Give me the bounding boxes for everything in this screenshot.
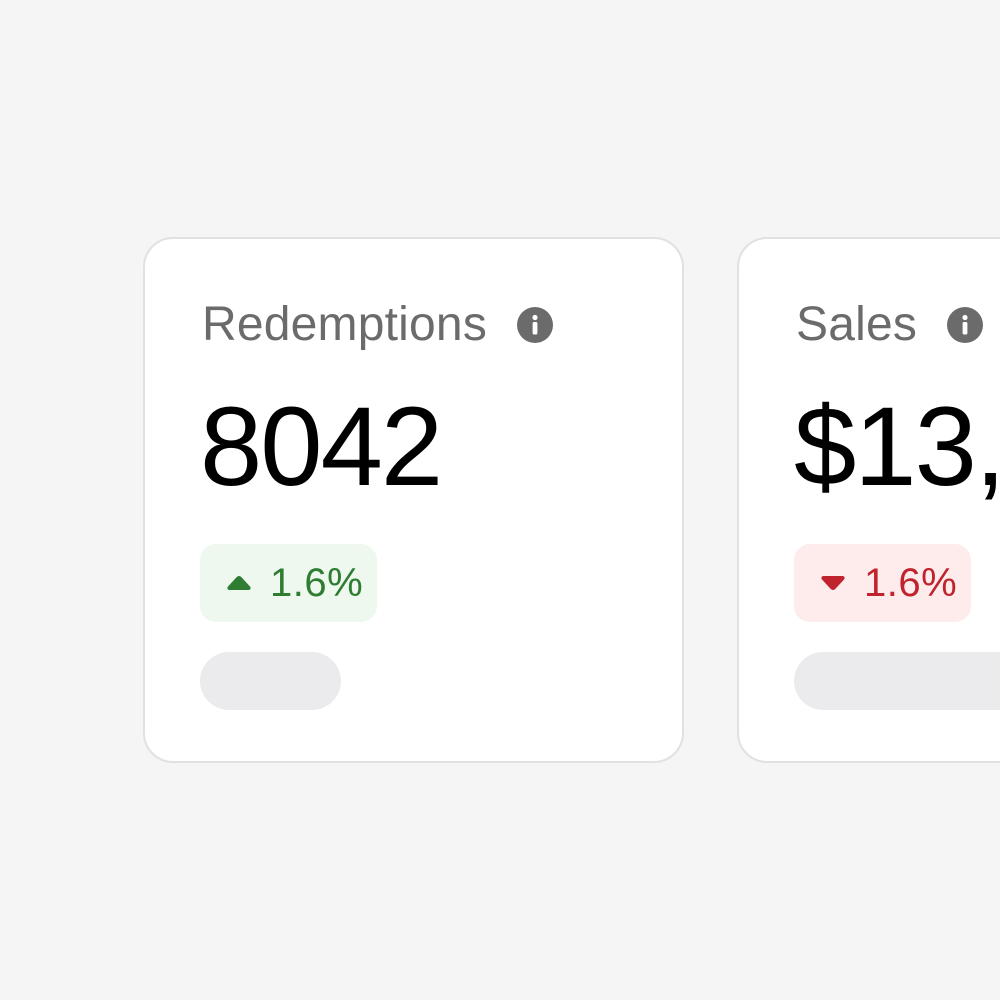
info-icon[interactable] (947, 307, 984, 343)
caret-up-icon (226, 573, 252, 593)
delta-value: 1.6% (864, 561, 958, 605)
delta-badge-up: 1.6% (200, 544, 377, 622)
delta-value: 1.6% (270, 561, 364, 605)
metric-card-redemptions: Redemptions 8042 1.6% (143, 237, 684, 763)
card-header: Sales (796, 297, 984, 353)
card-title: Sales (796, 298, 918, 351)
card-header: Redemptions (202, 297, 554, 353)
info-icon[interactable] (517, 307, 554, 343)
delta-badge-down: 1.6% (794, 544, 971, 622)
loading-placeholder (200, 652, 341, 710)
metric-value: 8042 (200, 384, 443, 509)
caret-down-icon (820, 573, 846, 593)
metric-value: $13, (794, 384, 1000, 509)
loading-placeholder (794, 652, 1000, 710)
metric-card-sales: Sales $13, 1.6% (737, 237, 1000, 763)
card-title: Redemptions (202, 298, 488, 351)
